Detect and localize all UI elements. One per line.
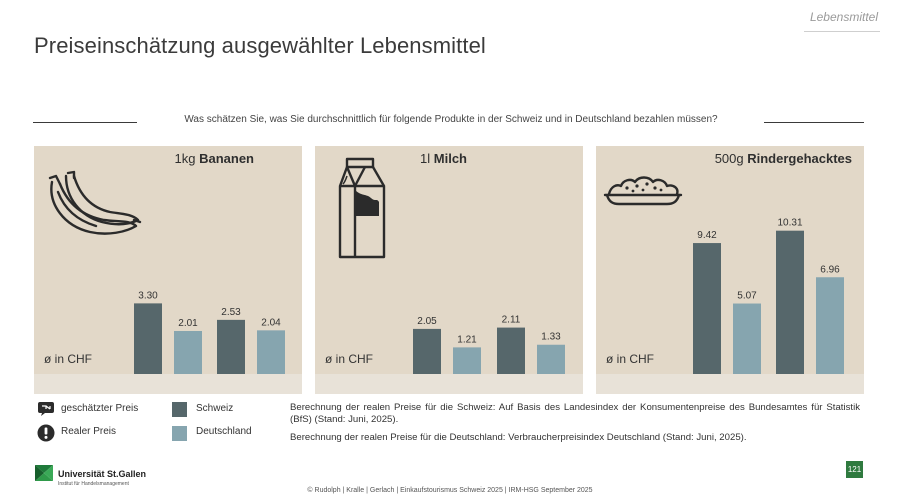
y-axis-unit: ø in CHF (325, 352, 373, 366)
category-strip (315, 374, 583, 394)
bar-deutschland-real (537, 344, 565, 374)
question-rule-left (33, 122, 137, 123)
data-label: 10.31 (777, 218, 802, 229)
question-rule-right (764, 122, 864, 123)
y-axis-unit: ø in CHF (44, 352, 92, 366)
chart-panel-milch: 1l Milch 2.051.21geschätzter Preis2.111.… (315, 146, 583, 394)
data-label: 3.30 (138, 290, 158, 301)
bar-deutschland-estimated (733, 303, 761, 374)
legend-swatch-deutschland (172, 426, 187, 441)
chart-title: 1kg Bananen (175, 151, 255, 166)
data-label: 1.21 (457, 334, 477, 345)
page-title: Preiseinschätzung ausgewählter Lebensmit… (34, 33, 486, 58)
chart-title: 500g Rindergehacktes (715, 151, 852, 166)
speech-bubble-icon (38, 402, 54, 416)
chart-title-product: Rindergehacktes (747, 151, 852, 166)
category-strip (34, 374, 302, 394)
bar-deutschland-real (816, 277, 844, 374)
chart-title-quantity: 1l (420, 151, 431, 166)
legend-deutschland-label: Deutschland (196, 426, 252, 437)
bar-schweiz-estimated (413, 328, 441, 374)
section-tag-underline (804, 31, 880, 32)
university-name: Universität St.Gallen (58, 469, 147, 479)
data-label: 5.07 (737, 291, 757, 302)
chart-title-product: Milch (433, 151, 467, 166)
milk-carton-icon (338, 157, 386, 259)
chart-panel-bananen: 1kg Bananen 3.302.01geschätzter Preis2.5… (34, 146, 302, 394)
bar-deutschland-estimated (174, 330, 202, 374)
data-label: 2.04 (261, 317, 281, 328)
data-label: 2.53 (221, 307, 241, 318)
page-number: 121 (846, 461, 863, 478)
bar-chart-rindergehacktes: 9.425.07geschätzter Preis10.316.96Realer… (693, 218, 844, 393)
bar-schweiz-estimated (134, 303, 162, 374)
data-label: 2.11 (502, 315, 521, 326)
data-label: 1.33 (541, 332, 561, 343)
chart-title: 1l Milch (420, 151, 467, 166)
chart-title-quantity: 500g (714, 151, 744, 166)
legend-real-label: Realer Preis (61, 426, 117, 437)
section-tag: Lebensmittel (809, 10, 878, 24)
data-label: 2.05 (417, 316, 437, 327)
chart-title-product: Bananen (199, 151, 254, 166)
chart-panel-rindergehacktes: 500g Rindergehacktes 9.425.07geschätzter… (596, 146, 864, 394)
bar-deutschland-real (257, 330, 285, 374)
institute-name: Institut für Handelsmanagement (58, 481, 129, 487)
note-switzerland: Berechnung der realen Preise für die Sch… (290, 402, 860, 425)
hsg-logo-icon (35, 465, 53, 481)
exclamation-icon (37, 424, 55, 442)
bar-deutschland-estimated (453, 347, 481, 374)
bar-chart-bananen: 3.302.01geschätzter Preis2.532.04Realer … (134, 290, 285, 393)
bar-schweiz-real (497, 327, 525, 374)
banana-icon (48, 170, 142, 235)
data-label: 9.42 (697, 230, 717, 241)
survey-question: Was schätzen Sie, was Sie durchschnittli… (184, 114, 718, 125)
chart-title-quantity: 1kg (174, 151, 196, 166)
bar-schweiz-real (776, 230, 804, 374)
y-axis-unit: ø in CHF (606, 352, 654, 366)
legend-schweiz-label: Schweiz (196, 403, 234, 414)
legend-swatch-schweiz (172, 402, 187, 417)
bar-schweiz-estimated (693, 243, 721, 374)
data-label: 2.01 (178, 318, 198, 329)
footer-credit: © Rudolph | Kralle | Gerlach | Einkaufst… (307, 487, 593, 494)
note-germany: Berechnung der realen Preise für die Deu… (290, 432, 747, 443)
category-strip (596, 374, 864, 394)
data-label: 6.96 (820, 264, 840, 275)
legend-estimated-label: geschätzter Preis (61, 403, 139, 414)
bar-schweiz-real (217, 319, 245, 374)
minced-meat-bowl-icon (603, 176, 683, 206)
